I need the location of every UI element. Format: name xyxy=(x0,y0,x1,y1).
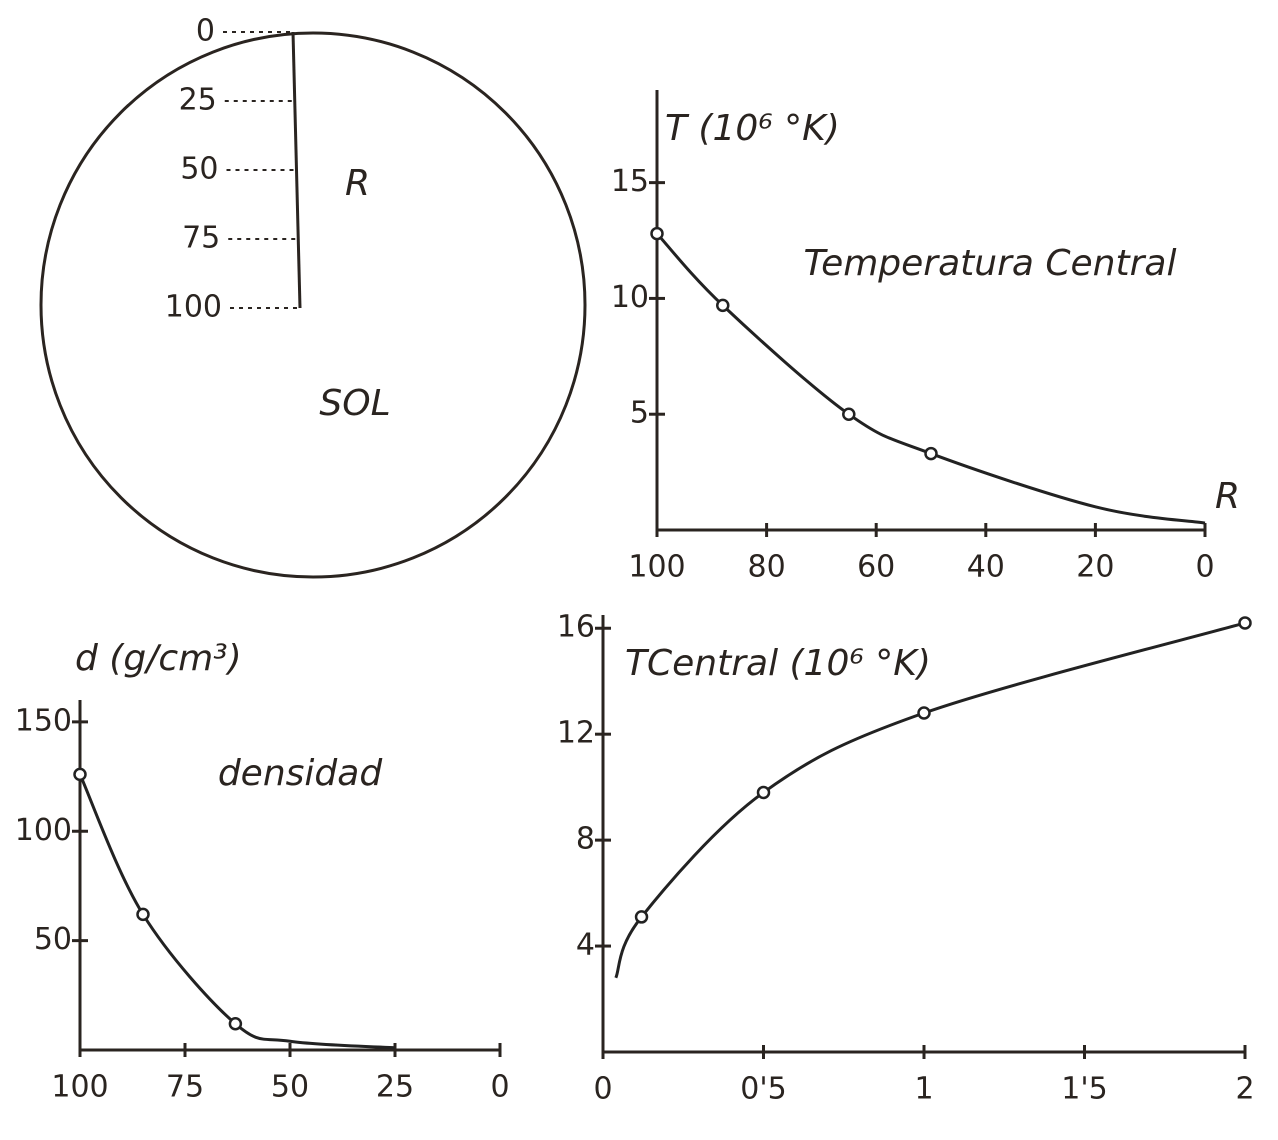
data-point xyxy=(917,706,931,720)
data-point xyxy=(756,785,771,800)
y-tick-label: 4 xyxy=(576,928,595,963)
y-tick-label: 10 xyxy=(611,280,649,315)
data-point xyxy=(716,298,730,313)
x-tick-label: 0 xyxy=(1195,550,1214,585)
x-axis-label: R xyxy=(1215,476,1240,517)
x-tick-label: 20 xyxy=(1076,550,1114,585)
x-tick-label: 100 xyxy=(51,1070,108,1105)
data-point xyxy=(924,446,938,461)
x-tick-label: 25 xyxy=(376,1070,414,1105)
y-tick-label: 12 xyxy=(557,716,595,751)
x-tick-label: 1'5 xyxy=(1061,1072,1107,1107)
chart-title: Temperatura Central xyxy=(804,243,1177,284)
x-tick-label: 80 xyxy=(748,550,786,585)
x-tick-label: 75 xyxy=(166,1070,204,1105)
radius-tick-label: 100 xyxy=(165,290,222,325)
y-tick-label: 15 xyxy=(611,164,649,199)
y-axis-label: T (10⁶ °K) xyxy=(665,108,840,149)
data-point xyxy=(73,767,87,782)
y-axis-label: TCentral (10⁶ °K) xyxy=(625,643,931,684)
data-point xyxy=(842,407,856,421)
x-tick-label: 50 xyxy=(271,1070,309,1105)
x-tick-label: 60 xyxy=(857,550,895,585)
radius-label: R xyxy=(345,163,370,204)
x-tick-label: 1 xyxy=(914,1072,933,1107)
chart-title: densidad xyxy=(218,753,383,794)
data-point xyxy=(136,907,150,922)
data-point xyxy=(634,910,649,924)
radius-tick-label: 50 xyxy=(180,152,218,187)
y-tick-label: 150 xyxy=(15,703,72,738)
curve xyxy=(78,773,396,1050)
x-tick-label: 0'5 xyxy=(740,1072,786,1107)
y-tick-label: 8 xyxy=(576,822,595,857)
data-point xyxy=(1238,616,1252,630)
x-tick-label: 0 xyxy=(593,1072,612,1107)
sun-outline xyxy=(39,31,587,579)
radius-line xyxy=(291,31,302,309)
x-tick-label: 100 xyxy=(628,550,685,585)
y-tick-label: 100 xyxy=(15,813,72,848)
y-tick-label: 16 xyxy=(557,610,595,645)
y-tick-label: 50 xyxy=(34,922,72,957)
x-tick-label: 2 xyxy=(1235,1072,1254,1107)
data-point xyxy=(228,1017,243,1031)
y-tick-label: 5 xyxy=(630,396,649,431)
x-tick-label: 40 xyxy=(967,550,1005,585)
x-tick-label: 0 xyxy=(490,1070,509,1105)
radius-tick-label: 25 xyxy=(179,83,217,118)
y-axis-label: d (g/cm³) xyxy=(75,638,242,679)
radius-tick-label: 0 xyxy=(196,14,215,49)
sun-label: SOL xyxy=(319,383,390,424)
radius-tick-label: 75 xyxy=(182,221,220,256)
data-point xyxy=(650,226,664,241)
